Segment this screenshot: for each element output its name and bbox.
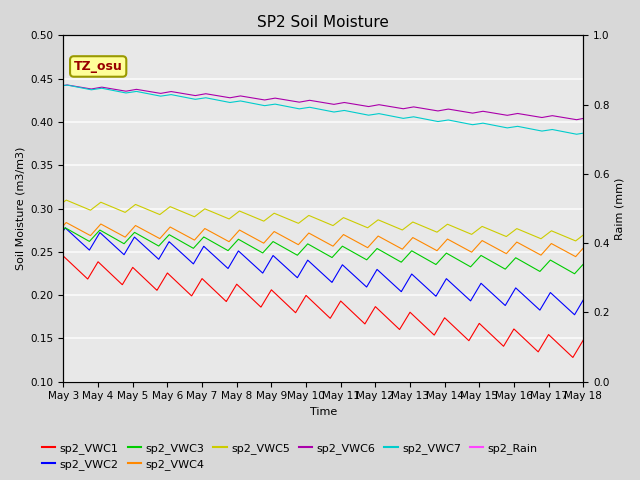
sp2_VWC2 <box>60 228 67 234</box>
sp2_VWC6 <box>63 82 71 88</box>
sp2_VWC5 <box>62 197 70 203</box>
sp2_VWC2 <box>153 255 161 261</box>
sp2_VWC6 <box>572 117 580 122</box>
sp2_Rain <box>60 465 67 470</box>
sp2_VWC2 <box>571 312 579 318</box>
sp2_VWC3 <box>61 225 69 230</box>
sp2_VWC6 <box>60 83 67 88</box>
sp2_VWC2 <box>411 274 419 280</box>
sp2_VWC4 <box>60 223 67 228</box>
Text: TZ_osu: TZ_osu <box>74 60 122 73</box>
sp2_VWC2 <box>304 257 312 263</box>
sp2_Rain <box>440 465 447 470</box>
sp2_VWC5 <box>304 213 312 219</box>
Line: sp2_VWC5: sp2_VWC5 <box>63 200 583 241</box>
sp2_VWC3 <box>579 261 587 267</box>
sp2_VWC7 <box>440 118 447 123</box>
sp2_VWC1 <box>579 338 586 344</box>
X-axis label: Time: Time <box>310 407 337 417</box>
sp2_VWC3 <box>579 262 587 268</box>
sp2_Rain <box>304 465 312 470</box>
sp2_VWC3 <box>60 227 67 232</box>
Line: sp2_VWC6: sp2_VWC6 <box>63 85 583 120</box>
sp2_VWC5 <box>579 233 587 239</box>
sp2_VWC7 <box>60 83 67 88</box>
sp2_VWC7 <box>63 82 71 88</box>
sp2_VWC4 <box>440 240 447 246</box>
sp2_VWC1 <box>569 355 577 360</box>
sp2_VWC3 <box>469 261 477 267</box>
Y-axis label: Raim (mm): Raim (mm) <box>615 177 625 240</box>
sp2_VWC6 <box>153 90 161 96</box>
Line: sp2_VWC4: sp2_VWC4 <box>63 223 583 257</box>
sp2_VWC6 <box>411 104 419 110</box>
sp2_VWC4 <box>579 246 587 252</box>
Line: sp2_VWC3: sp2_VWC3 <box>63 228 583 274</box>
sp2_VWC7 <box>572 132 580 137</box>
sp2_Rain <box>579 465 587 470</box>
sp2_VWC1 <box>440 317 447 323</box>
sp2_VWC7 <box>411 114 419 120</box>
sp2_VWC5 <box>469 230 477 236</box>
sp2_VWC6 <box>304 98 312 104</box>
sp2_VWC4 <box>62 220 70 226</box>
sp2_VWC5 <box>153 211 161 216</box>
sp2_VWC4 <box>572 254 579 260</box>
sp2_VWC6 <box>579 116 587 121</box>
sp2_VWC5 <box>579 232 587 238</box>
sp2_Rain <box>469 465 477 470</box>
sp2_VWC7 <box>579 131 587 136</box>
sp2_VWC4 <box>411 236 419 241</box>
sp2_VWC7 <box>153 93 161 98</box>
sp2_VWC1 <box>60 253 67 259</box>
Y-axis label: Soil Moisture (m3/m3): Soil Moisture (m3/m3) <box>15 147 25 270</box>
sp2_VWC1 <box>304 294 312 300</box>
sp2_VWC6 <box>469 110 477 116</box>
sp2_VWC4 <box>579 245 587 251</box>
sp2_VWC5 <box>411 220 419 226</box>
sp2_VWC5 <box>60 199 67 205</box>
sp2_VWC3 <box>411 250 419 255</box>
sp2_VWC2 <box>579 298 587 304</box>
sp2_VWC6 <box>440 107 447 113</box>
sp2_Rain <box>579 465 586 470</box>
sp2_VWC5 <box>440 224 447 230</box>
sp2_VWC2 <box>579 297 587 303</box>
sp2_VWC7 <box>579 130 587 136</box>
Title: SP2 Soil Moisture: SP2 Soil Moisture <box>257 15 389 30</box>
sp2_VWC1 <box>153 288 161 293</box>
sp2_VWC3 <box>440 253 447 259</box>
sp2_VWC1 <box>469 331 477 337</box>
sp2_VWC4 <box>469 248 477 253</box>
sp2_VWC4 <box>304 231 312 237</box>
sp2_VWC7 <box>304 105 312 110</box>
sp2_VWC6 <box>579 116 587 121</box>
sp2_VWC2 <box>469 294 477 300</box>
Line: sp2_VWC1: sp2_VWC1 <box>63 256 583 358</box>
Line: sp2_VWC7: sp2_VWC7 <box>63 85 583 134</box>
Legend: sp2_VWC1, sp2_VWC2, sp2_VWC3, sp2_VWC4, sp2_VWC5, sp2_VWC6, sp2_VWC7, sp2_Rain: sp2_VWC1, sp2_VWC2, sp2_VWC3, sp2_VWC4, … <box>38 438 543 474</box>
sp2_VWC3 <box>153 242 161 248</box>
sp2_VWC2 <box>440 280 447 286</box>
sp2_VWC4 <box>153 234 161 240</box>
sp2_VWC7 <box>469 122 477 128</box>
sp2_VWC3 <box>304 241 312 247</box>
sp2_Rain <box>411 465 419 470</box>
sp2_Rain <box>153 465 161 470</box>
sp2_VWC5 <box>572 238 579 244</box>
sp2_VWC2 <box>61 225 69 231</box>
Line: sp2_VWC2: sp2_VWC2 <box>63 228 583 315</box>
sp2_VWC1 <box>579 337 587 343</box>
sp2_VWC3 <box>571 271 579 276</box>
sp2_VWC1 <box>411 314 419 320</box>
